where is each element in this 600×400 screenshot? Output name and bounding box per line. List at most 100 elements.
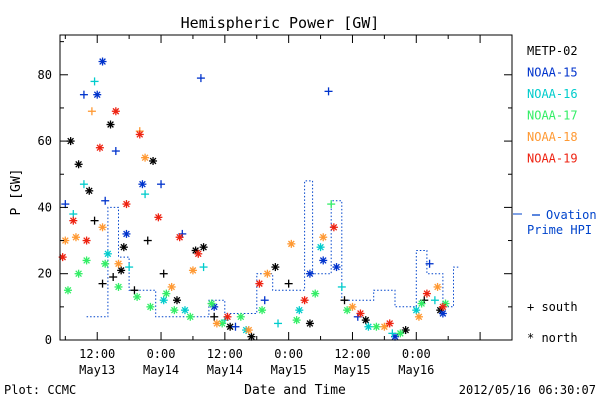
marker-stroke [170,306,178,314]
marker-stroke [264,270,271,278]
asterisk-marker [380,322,389,331]
plus-marker [79,90,88,99]
plot-frame [59,34,513,341]
legend-item-noaa-19: NOAA-19 [527,152,578,166]
marker-stroke [306,270,314,278]
asterisk-marker [438,309,447,318]
marker-stroke [373,323,380,331]
asterisk-marker [385,319,394,328]
marker-stroke [85,187,93,195]
marker-stroke [186,313,194,321]
marker-stroke [107,121,114,128]
marker-stroke [101,260,109,268]
plus-marker [79,180,88,189]
asterisk-marker [119,243,128,252]
asterisk-marker [188,266,197,275]
marker-stroke [136,131,144,138]
marker-stroke [319,233,327,241]
asterisk-marker [417,299,426,308]
x-tick-day-label: May14 [143,363,179,377]
marker-stroke [245,326,253,334]
marker-stroke [72,233,80,241]
y-tick-label: 60 [38,134,52,148]
marker-stroke [357,310,364,317]
asterisk-marker [263,269,272,278]
plus-marker [111,147,120,156]
axes: 0 20 40 60 80 12:00 May13 0:00 May14 12:00 May14 0:… [38,34,513,377]
asterisk-marker [311,289,320,298]
asterisk-marker [82,236,91,245]
asterisk-marker [255,279,264,288]
asterisk-marker [305,269,314,278]
marker-stroke [147,303,154,311]
marker-stroke [189,267,197,274]
marker-stroke [173,296,181,304]
plus-marker [98,279,107,288]
asterisk-marker [364,322,373,331]
plus-marker [143,236,152,245]
asterisk-marker [401,326,410,335]
plus-marker [274,319,283,328]
asterisk-marker [167,282,176,291]
ovation-hpi-line [86,180,459,318]
asterisk-marker [98,57,107,66]
asterisk-marker [135,130,144,139]
x-tick-label: 12:00 [334,347,370,361]
legend-item-noaa-17: NOAA-17 [527,109,578,123]
asterisk-marker [218,319,227,328]
plus-marker [231,322,240,331]
asterisk-marker [111,107,120,116]
marker-stroke [256,280,263,287]
marker-stroke [343,306,351,314]
plus-marker [430,296,439,305]
series-noaa-19 [58,107,447,328]
asterisk-marker [271,263,280,272]
asterisk-marker [71,233,80,242]
marker-stroke [200,243,207,251]
marker-stroke [415,313,423,321]
marker-stroke [120,243,128,251]
legend-item-metp-02: METP-02 [527,44,578,58]
asterisk-marker [412,306,421,315]
x-tick-day-label: May14 [207,363,243,377]
plus-marker [337,282,346,291]
marker-stroke [258,306,266,314]
asterisk-marker [223,312,232,321]
marker-stroke [439,303,447,311]
marker-stroke [75,160,82,168]
asterisk-marker [316,243,325,252]
y-tick-label: 40 [38,200,52,214]
plus-marker [425,259,434,268]
asterisk-marker [194,249,203,258]
marker-stroke [59,253,66,261]
asterisk-marker [343,306,352,315]
asterisk-marker [93,90,102,99]
marker-stroke [381,323,388,331]
marker-stroke [330,223,338,231]
marker-stroke [311,290,319,297]
marker-stroke [287,240,295,248]
marker-stroke [423,290,431,297]
marker-stroke [69,217,77,224]
series-noaa-15 [61,57,447,341]
asterisk-marker [186,312,195,321]
marker-stroke [133,293,141,301]
asterisk-marker [422,289,431,298]
asterisk-marker [66,137,75,146]
marker-stroke [61,237,69,244]
asterisk-marker [180,306,189,315]
legend-ovation-label-2: Prime HPI [527,223,592,237]
marker-stroke [402,326,409,334]
legend-south-marker: + south [527,300,578,314]
plus-marker [324,87,333,96]
marker-stroke [93,91,101,99]
asterisk-marker [305,319,314,328]
x-tick-label: 0:00 [274,347,303,361]
asterisk-marker [170,306,179,315]
marker-stroke [248,333,255,341]
marker-stroke [349,303,356,311]
x-tick-label: 12:00 [207,347,243,361]
asterisk-marker [258,306,267,315]
marker-stroke [272,263,279,271]
marker-stroke [396,330,404,337]
